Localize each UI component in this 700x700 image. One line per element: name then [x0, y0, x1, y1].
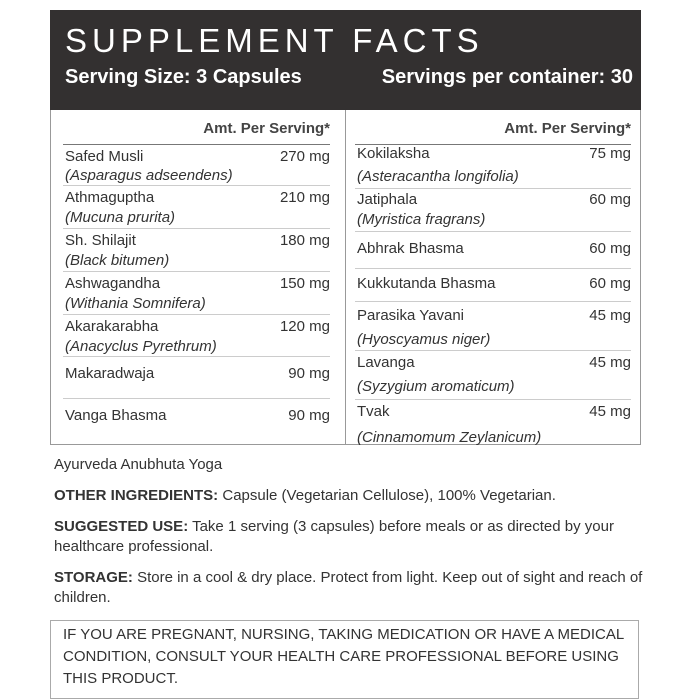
- divider: [345, 110, 346, 444]
- section-text: Store in a cool & dry place. Protect fro…: [54, 569, 643, 606]
- warning: IF YOU ARE PREGNANT, NURSING, TAKING MED…: [50, 620, 639, 699]
- ingredient-row: Akarakarabha 120 mg (Anacyclus Pyrethrum): [63, 315, 330, 357]
- ingredient-name: Akarakarabha: [65, 318, 159, 335]
- section: STORAGE: Store in a cool & dry place. Pr…: [54, 568, 644, 608]
- ingredient-row: Ashwagandha 150 mg (Withania Somnifera): [63, 272, 330, 315]
- ingredient-row: Makaradwaja 90 mg: [63, 357, 330, 399]
- amount: 60 mg: [589, 240, 631, 257]
- ingredient-name: Abhrak Bhasma: [357, 240, 464, 257]
- column: Amt. Per Serving* Kokilaksha 75 mg (Asterac…: [355, 110, 631, 446]
- ingredient-name: Tvak: [357, 403, 390, 420]
- ingredient-row: Lavanga 45 mg (Syzygium aromaticum): [355, 351, 631, 400]
- section-text: Capsule (Vegetarian Cellulose), 100% Veg…: [222, 487, 556, 504]
- amount: 45 mg: [589, 354, 631, 371]
- ingredient-name: Kokilaksha: [357, 145, 430, 162]
- latin-name: (Withania Somnifera): [65, 295, 206, 312]
- ingredient-row: Tvak 45 mg (Cinnamomum Zeylanicum): [355, 400, 631, 446]
- column-heading: Amt. Per Serving*: [63, 110, 330, 145]
- section-text: Take 1 serving (3 capsules) before meals…: [54, 518, 614, 555]
- servings-per-container: Servings per container: 30: [381, 66, 633, 88]
- latin-name: (Syzygium aromaticum): [357, 378, 515, 395]
- section-label: STORAGE:: [54, 569, 133, 586]
- section-label: OTHER INGREDIENTS:: [54, 487, 219, 504]
- ingredient-name: Athmaguptha: [65, 189, 155, 206]
- amount: 120 mg: [279, 318, 330, 335]
- ingredient-name: Kukkutanda Bhasma: [357, 275, 496, 292]
- latin-name: (Cinnamomum Zeylanicum): [357, 429, 542, 446]
- latin-name: (Hyoscyamus niger): [357, 331, 491, 348]
- amount: 150 mg: [279, 275, 330, 292]
- ingredient-name: Ashwagandha: [65, 275, 161, 292]
- header: SUPPLEMENT FACTS Serving Size: 3 Capsule…: [50, 10, 641, 110]
- column-heading: Amt. Per Serving*: [355, 110, 631, 145]
- amount: 75 mg: [589, 145, 631, 162]
- formula: Ayurveda Anubhuta Yoga: [54, 456, 223, 473]
- ingredient-row: Safed Musli 270 mg (Asparagus adseendens): [63, 145, 330, 186]
- ingredient-row: Abhrak Bhasma 60 mg: [355, 232, 631, 269]
- ingredient-name: Lavanga: [357, 354, 415, 371]
- ingredient-name: Safed Musli: [65, 148, 144, 165]
- amount: 90 mg: [288, 407, 330, 424]
- ingredient-row: Kukkutanda Bhasma 60 mg: [355, 269, 631, 302]
- column: Amt. Per Serving* Safed Musli 270 mg (Aspar…: [63, 110, 330, 444]
- title: SUPPLEMENT FACTS: [65, 22, 484, 59]
- amount: 180 mg: [279, 232, 330, 249]
- amount: 60 mg: [589, 191, 631, 208]
- latin-name: (Myristica fragrans): [357, 211, 486, 228]
- ingredient-name: Sh. Shilajit: [65, 232, 136, 249]
- ingredient-row: Vanga Bhasma 90 mg: [63, 399, 330, 441]
- ingredient-name: Makaradwaja: [65, 365, 155, 382]
- facts-table: Amt. Per Serving* Safed Musli 270 mg (Aspar…: [50, 110, 641, 446]
- latin-name: (Mucuna prurita): [65, 209, 176, 226]
- serving-size: Serving Size: 3 Capsules: [65, 66, 302, 88]
- latin-name: (Asparagus adseendens): [65, 167, 233, 184]
- latin-name: (Anacyclus Pyrethrum): [65, 338, 217, 355]
- ingredient-row: Jatiphala 60 mg (Myristica fragrans): [355, 189, 631, 232]
- ingredient-name: Jatiphala: [357, 191, 418, 208]
- amount: 210 mg: [279, 189, 330, 206]
- ingredient-row: Sh. Shilajit 180 mg (Black bitumen): [63, 229, 330, 272]
- amount: 90 mg: [288, 365, 330, 382]
- amount: 45 mg: [589, 307, 631, 324]
- ingredient-row: Kokilaksha 75 mg (Asteracantha longifolia): [355, 145, 631, 189]
- section-label: SUGGESTED USE:: [54, 518, 189, 535]
- ingredient-name: Vanga Bhasma: [65, 407, 167, 424]
- amount: 45 mg: [589, 403, 631, 420]
- latin-name: (Asteracantha longifolia): [357, 168, 519, 185]
- section: SUGGESTED USE: Take 1 serving (3 capsule…: [54, 517, 644, 557]
- ingredient-row: Athmaguptha 210 mg (Mucuna prurita): [63, 186, 330, 229]
- latin-name: (Black bitumen): [65, 252, 170, 269]
- ingredient-row: Parasika Yavani 45 mg (Hyoscyamus niger): [355, 302, 631, 351]
- footer: Ayurveda Anubhuta Yoga OTHER INGREDIENTS…: [54, 455, 644, 619]
- amount: 60 mg: [589, 275, 631, 292]
- ingredient-name: Parasika Yavani: [357, 307, 465, 324]
- amount: 270 mg: [279, 148, 330, 165]
- section: OTHER INGREDIENTS: Capsule (Vegetarian C…: [54, 486, 644, 506]
